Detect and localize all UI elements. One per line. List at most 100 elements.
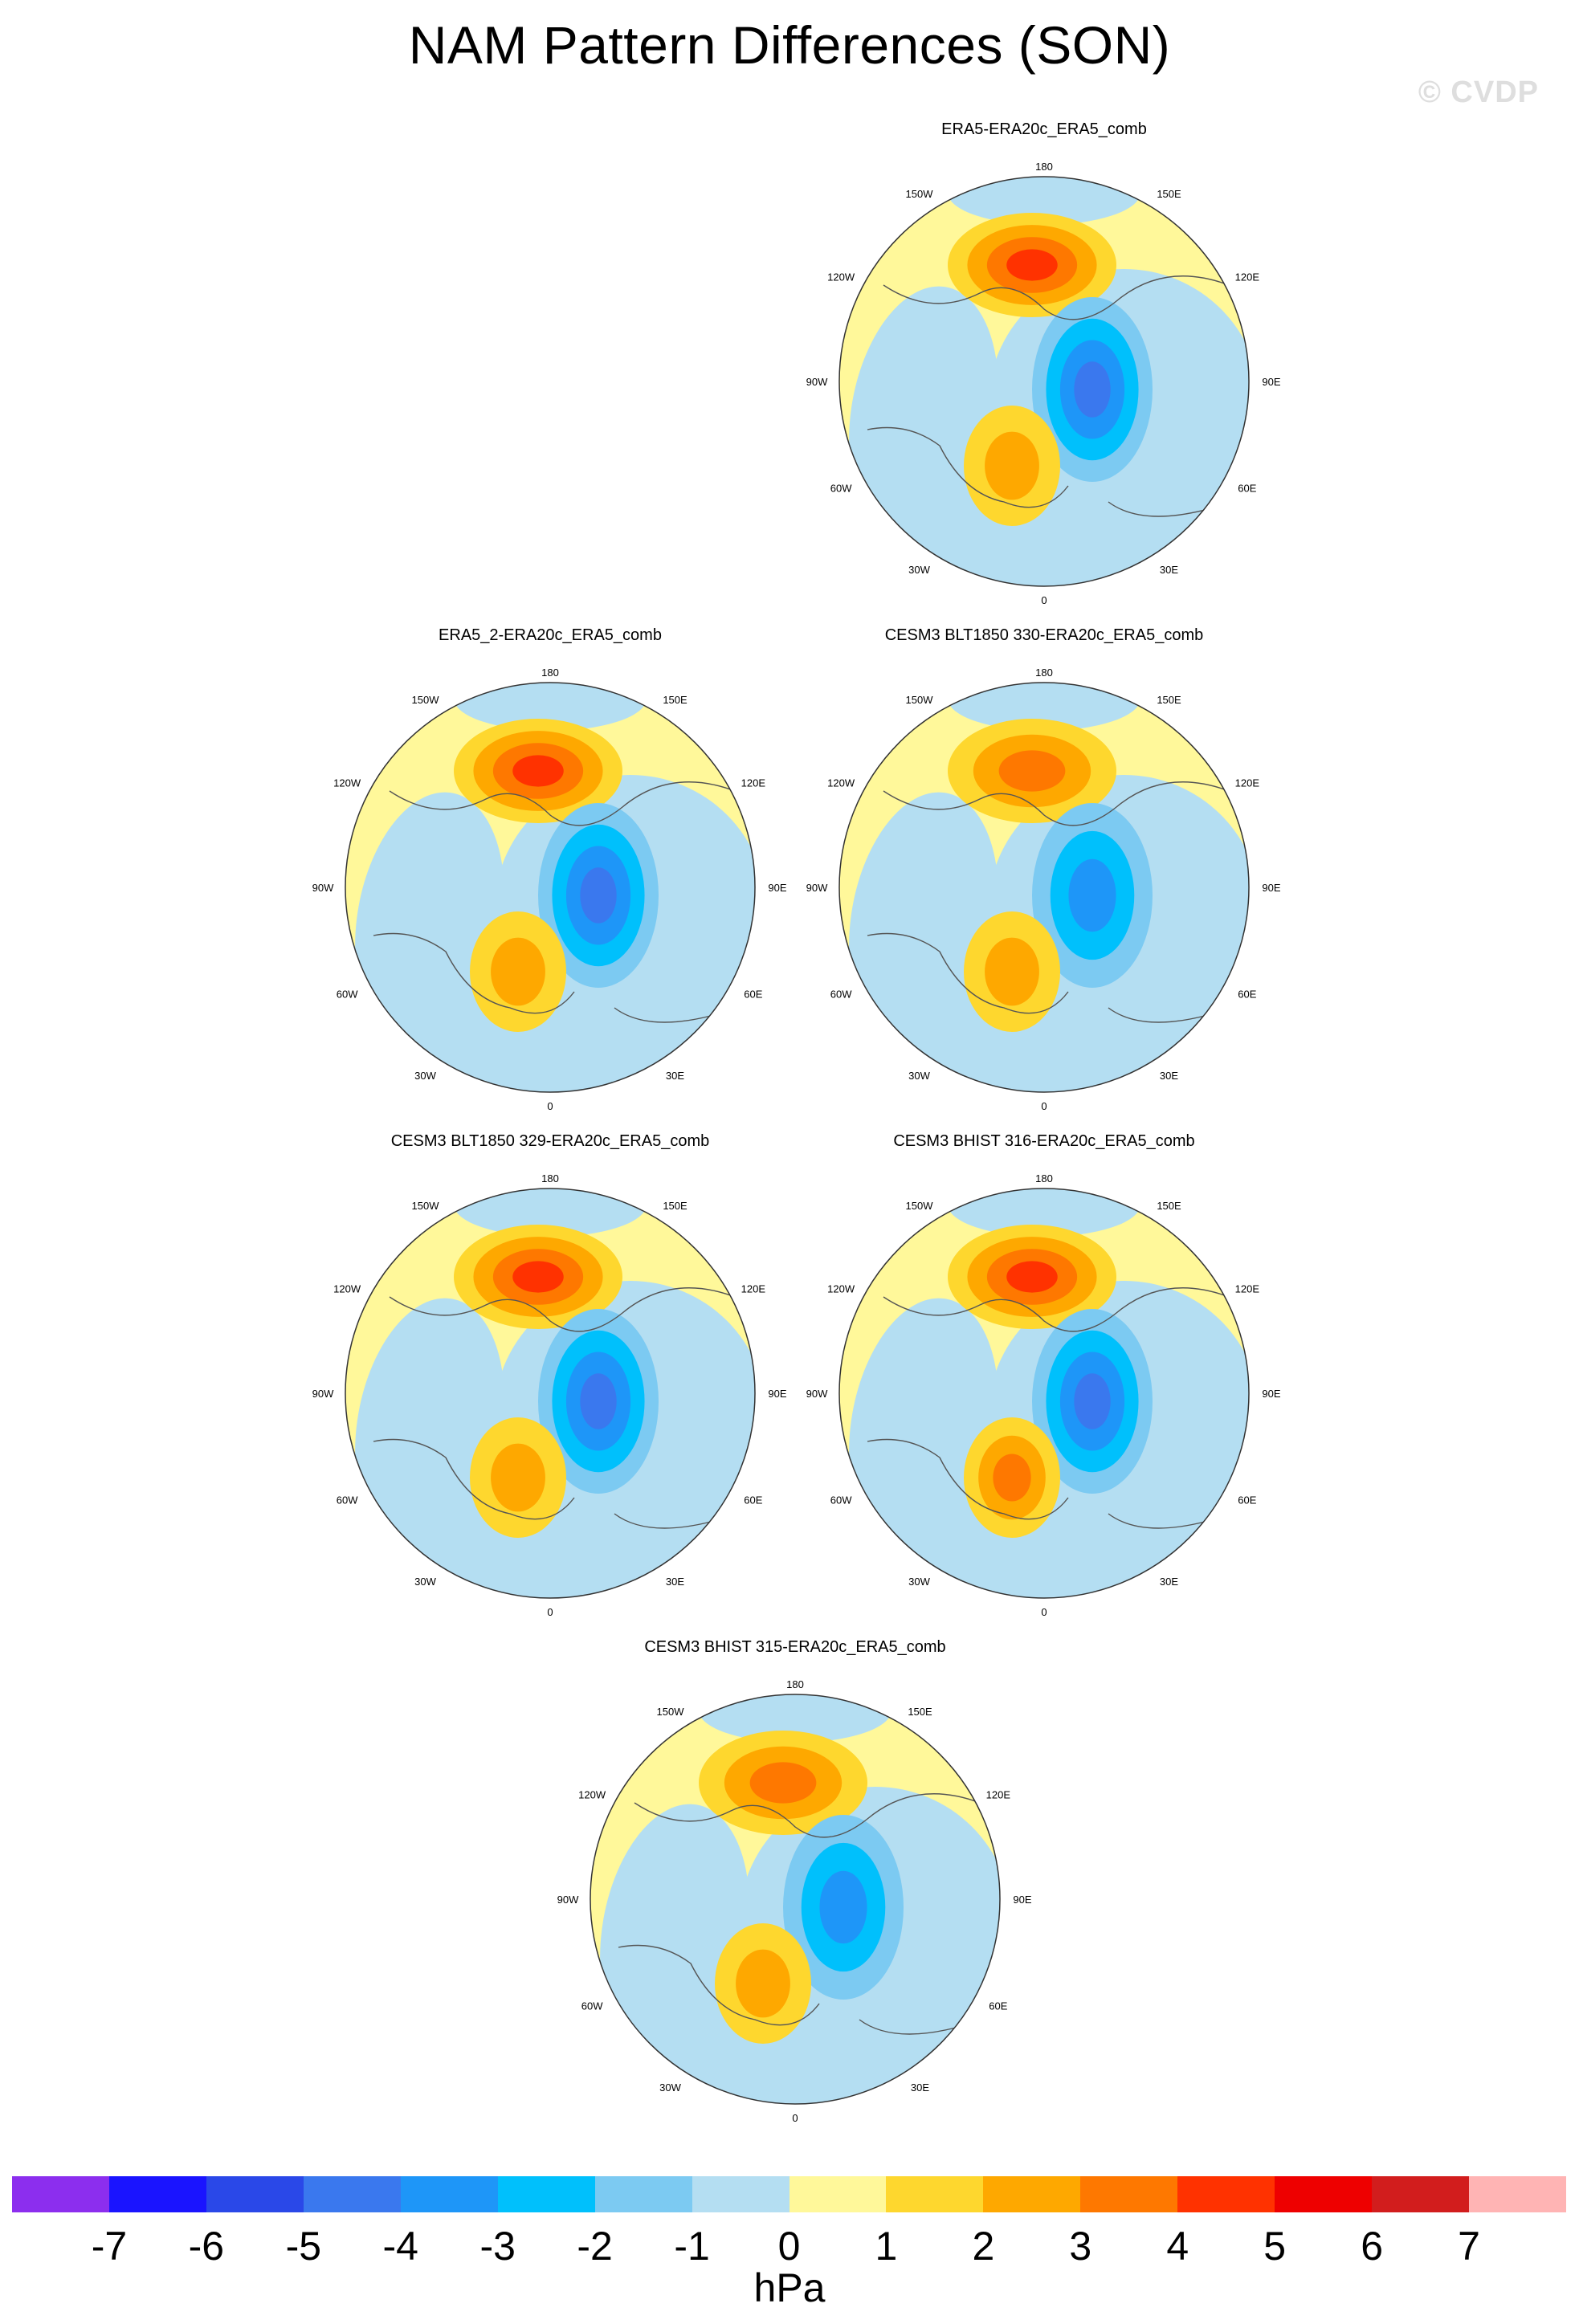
- longitude-label: 60W: [337, 1494, 358, 1507]
- atlantic-high-contour: [491, 1443, 545, 1512]
- longitude-label: 60W: [830, 989, 852, 1001]
- colorbar-tick-label: 0: [777, 2224, 801, 2269]
- map-border: [838, 682, 1250, 1093]
- colorbar-box: [206, 2176, 304, 2212]
- longitude-label: 90E: [1262, 376, 1280, 388]
- polar-map: 180 0 90W 90E 150W 120W 150E 120E 30W 60W 30E 60E: [806, 161, 1281, 606]
- longitude-label: 120W: [827, 1283, 855, 1295]
- map-panel: CESM3 BLT1850 330-ERA20c_ERA5_comb 180 0 90…: [803, 626, 1285, 1124]
- figure-title: NAM Pattern Differences (SON): [408, 15, 1171, 75]
- longitude-label: 120E: [986, 1789, 1011, 1801]
- arctic-low-contour: [580, 1373, 617, 1429]
- coastline: [867, 781, 1230, 1023]
- longitude-label: 120E: [1235, 271, 1260, 283]
- colorbar-tick-label: 7: [1458, 2224, 1480, 2269]
- longitude-label: 0: [1041, 1606, 1047, 1618]
- panel-title: ERA5_2-ERA20c_ERA5_comb: [439, 626, 662, 644]
- longitude-label: 0: [792, 2112, 798, 2124]
- colorbar-box: [1080, 2176, 1178, 2212]
- longitude-label: 90E: [1013, 1894, 1031, 1906]
- longitude-label: 150E: [663, 1200, 687, 1212]
- map-panel: CESM3 BLT1850 329-ERA20c_ERA5_comb 180 0 90…: [309, 1132, 791, 1630]
- arctic-low-contour: [1074, 1373, 1111, 1429]
- colorbar-tick-label: -2: [577, 2224, 613, 2269]
- longitude-label: 60E: [744, 989, 762, 1001]
- pacific-high-contour: [1006, 1261, 1058, 1293]
- longitude-label: 0: [1041, 594, 1047, 606]
- panel-title: CESM3 BLT1850 329-ERA20c_ERA5_comb: [390, 1132, 710, 1150]
- pacific-high-contour: [512, 1261, 564, 1293]
- longitude-label: 150E: [1157, 188, 1181, 200]
- longitude-label: 120E: [1235, 1283, 1260, 1295]
- colorbar-box: [497, 2176, 595, 2212]
- longitude-label: 90W: [806, 1388, 828, 1400]
- negative-anomaly-region: [454, 1189, 647, 1237]
- longitude-label: 120W: [333, 1283, 361, 1295]
- polar-map: 180 0 90W 90E 150W 120W 150E 120E 30W 60W 30E 60E: [557, 1678, 1032, 2124]
- panel-title: CESM3 BHIST 316-ERA20c_ERA5_comb: [893, 1132, 1195, 1150]
- longitude-label: 180: [541, 1172, 559, 1184]
- arctic-low-contour: [819, 1870, 867, 1944]
- longitude-label: 30E: [911, 2081, 929, 2094]
- longitude-label: 180: [786, 1678, 804, 1690]
- map-border: [345, 1188, 756, 1599]
- panel-title: CESM3 BHIST 315-ERA20c_ERA5_comb: [644, 1638, 946, 1656]
- coastline: [867, 1287, 1230, 1529]
- negative-anomaly-region: [699, 1694, 892, 1743]
- longitude-label: 90E: [1262, 882, 1280, 894]
- colorbar-box: [1177, 2176, 1275, 2212]
- longitude-label: 120W: [827, 271, 855, 283]
- map-panel: ERA5_2-ERA20c_ERA5_comb 180 0 90W 90E 150W 120…: [309, 626, 791, 1124]
- longitude-label: 30E: [666, 1576, 684, 1588]
- longitude-label: 180: [541, 667, 559, 679]
- colorbar-box: [789, 2176, 887, 2212]
- longitude-label: 120W: [578, 1789, 606, 1801]
- longitude-label: 90E: [768, 882, 786, 894]
- atlantic-high-contour: [993, 1454, 1031, 1502]
- map-border: [345, 682, 756, 1093]
- longitude-label: 60E: [1238, 483, 1256, 495]
- negative-anomaly-region: [948, 177, 1140, 225]
- colorbar-box: [886, 2176, 984, 2212]
- coastline: [618, 1793, 981, 2035]
- longitude-label: 60E: [744, 1494, 762, 1507]
- colorbar-tick-label: 2: [972, 2224, 995, 2269]
- longitude-label: 120W: [333, 777, 361, 789]
- longitude-label: 150W: [906, 1200, 934, 1212]
- longitude-label: 60E: [1238, 1494, 1256, 1507]
- map-border: [838, 176, 1250, 587]
- coastline: [373, 1287, 736, 1529]
- longitude-label: 60W: [830, 483, 852, 495]
- atlantic-high-contour: [736, 1949, 790, 2018]
- longitude-label: 60E: [1238, 989, 1256, 1001]
- arctic-low-contour: [580, 867, 617, 923]
- longitude-label: 180: [1035, 667, 1053, 679]
- map-panel: CESM3 BHIST 316-ERA20c_ERA5_comb 180 0 90W 9…: [803, 1132, 1285, 1630]
- longitude-label: 150E: [1157, 694, 1181, 706]
- atlantic-high-contour: [491, 937, 545, 1006]
- polar-map: 180 0 90W 90E 150W 120W 150E 120E 30W 60W 30E 60E: [806, 1172, 1281, 1618]
- colorbar-box: [400, 2176, 498, 2212]
- longitude-label: 180: [1035, 161, 1053, 173]
- map-panel: ERA5-ERA20c_ERA5_comb 180 0 90W 90E 150W 120W 1…: [803, 120, 1285, 618]
- longitude-label: 120W: [827, 777, 855, 789]
- negative-anomaly-region: [948, 683, 1140, 731]
- coastline: [867, 275, 1230, 517]
- longitude-label: 30W: [659, 2081, 681, 2094]
- coastline: [373, 781, 736, 1023]
- longitude-label: 30E: [1160, 564, 1178, 576]
- colorbar-tick-label: 3: [1069, 2224, 1092, 2269]
- longitude-label: 0: [547, 1606, 553, 1618]
- colorbar-box: [1469, 2176, 1566, 2212]
- arctic-low-contour: [1074, 361, 1111, 418]
- longitude-label: 150W: [412, 694, 440, 706]
- longitude-label: 60W: [337, 989, 358, 1001]
- atlantic-high-contour: [985, 937, 1039, 1006]
- colorbar-box: [983, 2176, 1081, 2212]
- colorbar-box: [303, 2176, 401, 2212]
- longitude-label: 90W: [312, 1388, 334, 1400]
- panel-title: CESM3 BLT1850 330-ERA20c_ERA5_comb: [884, 626, 1204, 644]
- polar-map: 180 0 90W 90E 150W 120W 150E 120E 30W 60W 30E 60E: [806, 667, 1281, 1112]
- pacific-high-contour: [512, 755, 564, 787]
- colorbar-box: [692, 2176, 790, 2212]
